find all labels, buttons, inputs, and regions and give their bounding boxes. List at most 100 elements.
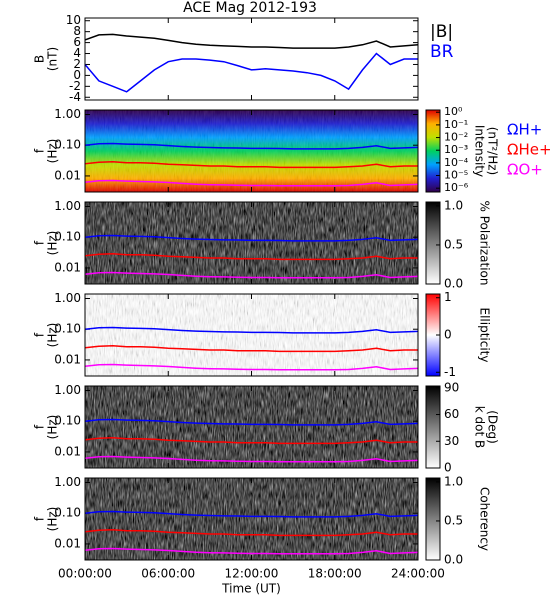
y-axis-label: f	[33, 148, 47, 153]
series-line	[85, 52, 418, 93]
plot-frame	[84, 385, 419, 469]
spectrogram-texture	[85, 294, 418, 376]
colorbar-tick-label: 10⁻³	[444, 143, 468, 156]
series-line	[85, 547, 418, 555]
legend-label: ΩO+	[507, 161, 543, 179]
colorbar-tick-label: 0.5	[444, 237, 463, 251]
series-line	[85, 33, 418, 49]
spectrogram-texture	[85, 386, 418, 468]
y-tick-label: -4	[69, 90, 81, 104]
plot-frame	[84, 477, 419, 561]
x-axis-label: Time (UT)	[221, 582, 281, 596]
y-tick-label: 0.10	[54, 322, 81, 336]
spectrogram-texture	[85, 202, 418, 284]
x-tick-label: 06:00:00	[141, 567, 195, 581]
colorbar-tick-label: 0.0	[444, 277, 463, 291]
colorbar-label: Coherency	[478, 487, 492, 551]
colorbar-tick-label: 10⁻⁵	[444, 169, 468, 182]
colorbar-tick-label: 0.0	[444, 553, 463, 567]
colorbar-tick-label: 10⁻⁴	[444, 156, 469, 169]
y-tick-label: 10	[66, 13, 81, 27]
series-line	[85, 252, 418, 261]
colorbar-tick-label: -1	[444, 365, 456, 379]
colorbar-tick-label: 30	[444, 434, 459, 448]
series-line	[85, 142, 418, 150]
series-line	[85, 436, 418, 445]
y-axis-label: (Hz)	[46, 507, 60, 532]
legend-label: BR	[430, 42, 454, 62]
colorbar-tick-label: 1.0	[444, 474, 463, 488]
y-tick-label: -2	[69, 79, 81, 93]
x-tick-label: 24:00:00	[391, 567, 445, 581]
series-line	[85, 418, 418, 426]
plot-frame	[84, 109, 419, 193]
colorbar-label: Intensity	[473, 125, 487, 177]
spectrogram-texture	[85, 110, 418, 192]
y-tick-label: 0.01	[54, 536, 81, 550]
y-tick-label: 0	[73, 68, 81, 82]
y-tick-label: 0.10	[54, 230, 81, 244]
plot-frame	[84, 201, 419, 285]
plot-frame	[84, 17, 419, 101]
y-tick-label: 0.01	[54, 352, 81, 366]
y-tick-label: 0.10	[54, 506, 81, 520]
y-axis-label: f	[33, 332, 47, 337]
colorbar-tick-label: 10⁰	[444, 105, 463, 118]
spectrogram-texture	[85, 478, 418, 560]
y-tick-label: 4	[73, 46, 81, 60]
y-axis-label: f	[33, 424, 47, 429]
colorbar	[425, 109, 441, 193]
colorbar-tick-label: 1.0	[444, 198, 463, 212]
colorbar-tick-label: 90	[444, 380, 459, 394]
colorbar-tick-label: 10⁻⁶	[444, 181, 469, 194]
colorbar-tick-label: 10⁻²	[444, 131, 468, 144]
y-tick-label: 2	[73, 57, 81, 71]
colorbar-label: % Polarization	[478, 201, 492, 286]
y-tick-label: 0.10	[54, 414, 81, 428]
colorbar-tick-label: 60	[444, 407, 459, 421]
legend-label: ΩH+	[507, 121, 542, 139]
series-line	[85, 344, 418, 353]
x-tick-label: 00:00:00	[58, 567, 112, 581]
y-axis-label: B	[33, 55, 47, 63]
y-axis-label: (Hz)	[46, 323, 60, 348]
y-tick-label: 8	[73, 24, 81, 38]
series-line	[85, 510, 418, 518]
chart-title: ACE Mag 2012-193	[183, 0, 317, 16]
series-line	[85, 528, 418, 537]
colorbar	[425, 385, 441, 469]
legend-label: ΩHe+	[507, 141, 550, 159]
y-axis-label: (Hz)	[46, 139, 60, 164]
series-line	[85, 234, 418, 242]
colorbar	[425, 201, 441, 285]
y-axis-label: (Hz)	[46, 415, 60, 440]
series-line	[85, 363, 418, 371]
y-tick-label: 1.00	[54, 383, 81, 397]
plot-frame	[84, 293, 419, 377]
colorbar-label: k dot B	[473, 406, 487, 448]
colorbar-tick-label: 0.5	[444, 513, 463, 527]
y-axis-label: f	[33, 516, 47, 521]
series-line	[85, 179, 418, 187]
x-tick-label: 18:00:00	[308, 567, 362, 581]
y-tick-label: 0.01	[54, 444, 81, 458]
colorbar-label: Ellipticity	[478, 308, 492, 363]
colorbar-tick-label: 0	[444, 461, 452, 475]
colorbar-tick-label: 10⁻¹	[444, 118, 468, 131]
colorbar-label: (Deg)	[486, 410, 500, 444]
y-tick-label: 1.00	[54, 475, 81, 489]
y-tick-label: 1.00	[54, 199, 81, 213]
series-line	[85, 326, 418, 334]
y-tick-label: 1.00	[54, 291, 81, 305]
y-tick-label: 0.10	[54, 138, 81, 152]
colorbar-tick-label: 1	[444, 290, 452, 304]
series-line	[85, 271, 418, 279]
y-axis-label: (nT)	[46, 47, 60, 71]
colorbar-label: (nT²/Hz)	[486, 127, 500, 175]
y-axis-label: f	[33, 240, 47, 245]
legend-label: |B|	[430, 22, 453, 42]
colorbar	[425, 477, 441, 561]
colorbar-tick-label: 0	[444, 328, 452, 342]
series-line	[85, 160, 418, 169]
